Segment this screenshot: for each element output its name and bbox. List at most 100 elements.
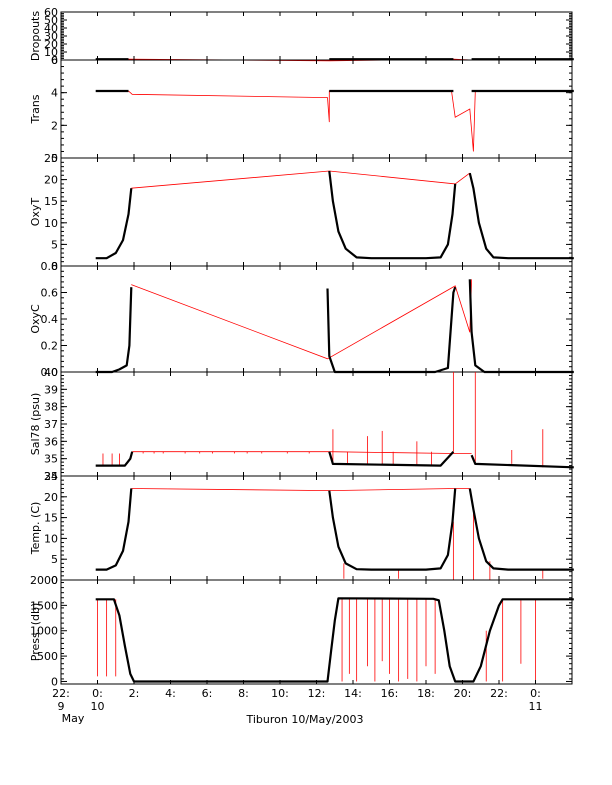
- panel-frame: [60, 157, 573, 267]
- data-line-temp: [328, 488, 457, 571]
- x-tick-label: 14:: [344, 687, 362, 700]
- panel-oxyt: 0 5 10 15 20 25 OxyT: [29, 152, 574, 273]
- y-tick-label: 20: [44, 174, 58, 187]
- x-tick-label: 22:: [490, 687, 508, 700]
- y-tick-label: 0.2: [41, 340, 59, 353]
- y-axis-label-press: Press. (db): [29, 603, 42, 662]
- y-tick-label: 0: [51, 54, 58, 67]
- data-line-oxyc: [95, 287, 133, 374]
- x-tick-sublabel2: May: [62, 712, 85, 725]
- x-tick-sublabel: 9: [58, 700, 65, 713]
- x-tick-label: 20:: [454, 687, 472, 700]
- y-tick-label: 37: [44, 418, 58, 431]
- y-tick-label: 6: [51, 54, 58, 67]
- x-tick-label: 4:: [165, 687, 176, 700]
- panel-frame: [60, 579, 573, 685]
- y-axis-label-sal: Sal78 (psu): [29, 393, 42, 456]
- data-line-oxyt: [328, 170, 457, 260]
- y-tick-label: 1000: [30, 625, 58, 638]
- panel-temp: 0 5 10 15 20 25 Temp. (C): [29, 470, 574, 587]
- y-tick-label: 20: [44, 491, 58, 504]
- y-tick-label: 60: [44, 6, 58, 19]
- y-tick-label: 0.6: [41, 287, 59, 300]
- y-tick-label: 0.8: [41, 260, 59, 273]
- y-tick-label: 39: [44, 383, 58, 396]
- data-line-sal: [328, 450, 455, 467]
- data-line-oxyc: [468, 279, 574, 374]
- data-line-sal: [470, 454, 574, 469]
- x-tick-sublabel: 10: [91, 700, 105, 713]
- y-tick-label: 0: [51, 152, 58, 165]
- y-tick-label: 30: [44, 30, 58, 43]
- panel-trans: 0 2 4 6 Trans: [29, 54, 574, 165]
- y-axis-label-oxyt: OxyT: [29, 198, 42, 227]
- y-tick-label: 2000: [30, 574, 58, 587]
- panel-frame: [60, 11, 573, 61]
- x-tick-label: 0:: [530, 687, 541, 700]
- y-tick-label: 10: [44, 46, 58, 59]
- x-tick-label: 12:: [308, 687, 326, 700]
- y-tick-label: 15: [44, 195, 58, 208]
- y-tick-label: 40: [44, 366, 58, 379]
- data-line-temp: [468, 488, 574, 571]
- x-tick-label: 18:: [417, 687, 435, 700]
- y-tick-label: 1500: [30, 599, 58, 612]
- y-tick-label: 38: [44, 401, 58, 414]
- x-axis-label: Tiburon 10/May/2003: [245, 713, 363, 726]
- y-axis-label-temp: Temp. (C): [29, 502, 42, 556]
- data-line-sal: [95, 451, 134, 467]
- y-tick-label: 0.4: [41, 313, 59, 326]
- y-axis-label-oxyc: OxyC: [29, 304, 42, 334]
- y-tick-label: 36: [44, 435, 58, 448]
- y-tick-label: 5: [51, 238, 58, 251]
- interpolated-line-oxyt: [131, 170, 471, 189]
- x-tick-label: 10:: [271, 687, 289, 700]
- y-tick-label: 4: [51, 87, 58, 100]
- data-line-temp: [95, 488, 133, 571]
- data-line-oxyt: [468, 172, 574, 260]
- panel-oxyc: 0.0 0.2 0.4 0.6 0.8 OxyC: [29, 260, 574, 379]
- panel-frame: [60, 475, 573, 581]
- panel-frame: [60, 59, 573, 159]
- y-tick-label: 2: [51, 119, 58, 132]
- y-tick-label: 0.0: [41, 366, 59, 379]
- y-axis-label-trans: Trans: [29, 94, 42, 124]
- interpolated-line-oxyc: [131, 279, 472, 360]
- x-tick-label: 6:: [202, 687, 213, 700]
- x-tick-sublabel: 11: [529, 700, 543, 713]
- y-tick-label: 25: [44, 470, 58, 483]
- y-tick-label: 10: [44, 217, 58, 230]
- panel-frame: [60, 265, 573, 373]
- y-tick-label: 0: [51, 675, 58, 688]
- data-line-oxyt: [95, 188, 133, 260]
- x-tick-label: 8:: [238, 687, 249, 700]
- y-tick-label: 34: [44, 470, 58, 483]
- y-tick-label: 50: [44, 14, 58, 27]
- x-tick-label: 2:: [129, 687, 140, 700]
- panel-frame: [60, 371, 573, 477]
- y-tick-label: 25: [44, 152, 58, 165]
- y-tick-label: 40: [44, 22, 58, 35]
- y-tick-label: 0: [51, 260, 58, 273]
- x-tick-label: 0:: [92, 687, 103, 700]
- y-tick-label: 500: [37, 650, 58, 663]
- interpolated-line-trans: [128, 90, 476, 152]
- interpolated-line-temp: [131, 488, 470, 492]
- y-tick-label: 5: [51, 553, 58, 566]
- panel-press: 0 500 1000 1500 2000 Press. (db): [29, 574, 574, 688]
- y-tick-label: 35: [44, 453, 58, 466]
- data-line-press: [95, 597, 574, 683]
- x-tick-label: 16:: [381, 687, 399, 700]
- y-tick-label: 10: [44, 532, 58, 545]
- y-tick-label: 15: [44, 512, 58, 525]
- x-tick-label: 22:: [52, 687, 70, 700]
- y-axis-label-dropouts: Dropouts: [29, 11, 42, 61]
- y-tick-label: 0: [51, 574, 58, 587]
- panel-sal: 34 35 36 37 38 39 40 Sal78 (psu): [29, 366, 574, 483]
- interpolated-line-sal: [132, 451, 472, 454]
- chart-panels: 0102030405060Dropouts0246Trans0510152025…: [29, 6, 574, 688]
- y-tick-label: 20: [44, 38, 58, 51]
